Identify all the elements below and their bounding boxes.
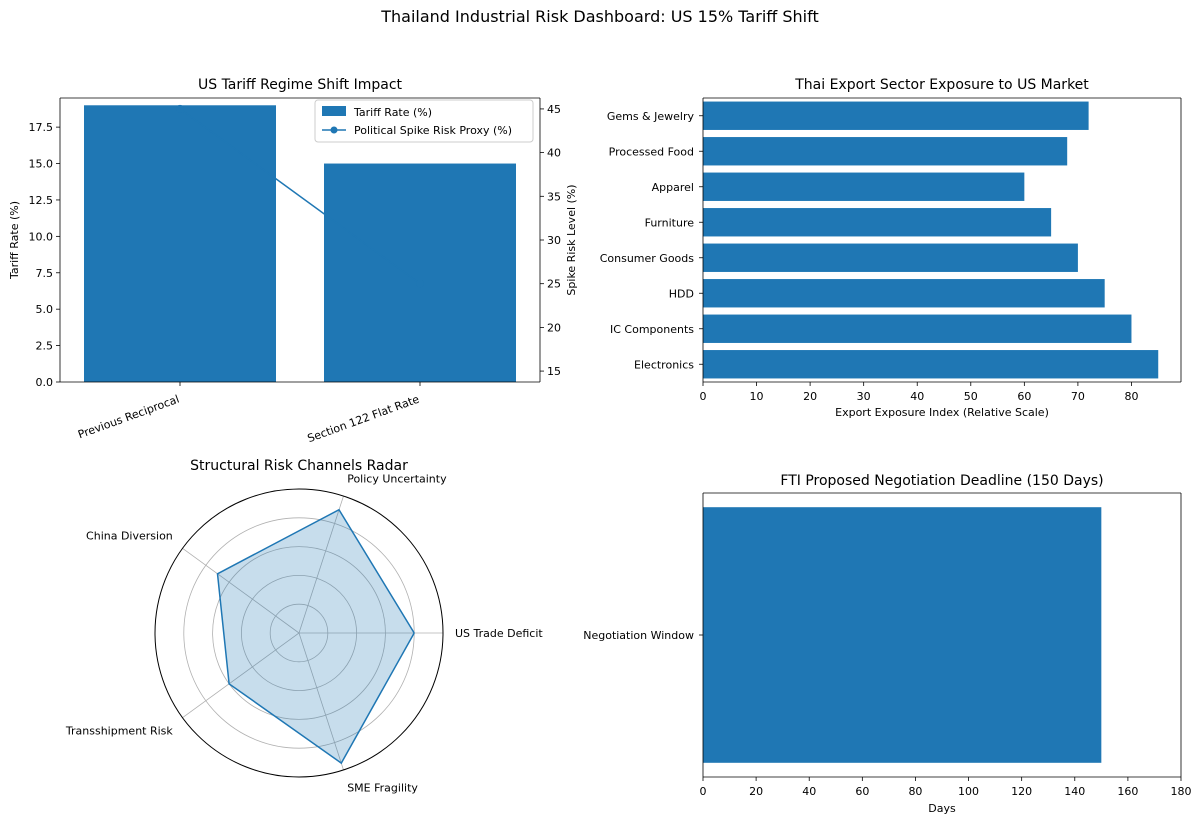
x-tick-label: 20 xyxy=(803,390,817,403)
x-tick-label: 60 xyxy=(1017,390,1031,403)
legend-marker-swatch xyxy=(330,126,338,134)
legend-label-spike: Political Spike Risk Proxy (%) xyxy=(354,124,512,137)
tariff-bar xyxy=(324,163,516,382)
x-tick-label: 160 xyxy=(1117,785,1138,798)
spike-risk-point xyxy=(176,104,184,113)
radar-spoke xyxy=(182,632,300,718)
exposure-bar xyxy=(703,279,1105,308)
y-tick-label: Negotiation Window xyxy=(583,629,694,642)
x-tick-label: 30 xyxy=(857,390,871,403)
x-tick-label: Previous Reciprocal xyxy=(76,393,181,442)
x-axis-label: Days xyxy=(928,802,956,815)
x-tick-label: 140 xyxy=(1064,785,1085,798)
spike-risk-line xyxy=(179,108,421,285)
y-tick-label: Furniture xyxy=(645,216,695,229)
chart-title: Thai Export Sector Exposure to US Market xyxy=(794,77,1089,93)
exposure-bar xyxy=(703,101,1089,130)
y-tick-label: HDD xyxy=(669,287,694,300)
tariff-bar xyxy=(84,105,276,383)
legend-box xyxy=(314,99,534,143)
y-tick-label: 15.0 xyxy=(29,158,54,171)
x-tick-label: 40 xyxy=(802,785,816,798)
x-tick-label: 80 xyxy=(1124,390,1138,403)
spike-risk-point xyxy=(416,279,424,288)
y2-tick-label: 25 xyxy=(547,278,561,291)
y2-tick-label: 40 xyxy=(547,147,561,160)
y-axis-label: Tariff Rate (%) xyxy=(8,201,21,280)
y2-tick-label: 45 xyxy=(547,103,561,116)
x-tick-label: 60 xyxy=(855,785,869,798)
radar-spoke xyxy=(298,632,344,771)
exposure-bar xyxy=(703,243,1078,272)
x-tick-label: 120 xyxy=(1011,785,1032,798)
radar-outer-frame xyxy=(154,488,444,778)
exposure-bar xyxy=(703,507,1102,763)
y2-tick-label: 30 xyxy=(547,234,561,247)
exposure-bar xyxy=(703,137,1068,166)
radar-axis-label: SME Fragility xyxy=(347,781,418,794)
risk-radar-chart: Structural Risk Channels Radar US Trade D… xyxy=(65,458,543,794)
radar-axis-label: Policy Uncertainty xyxy=(347,473,447,486)
y-tick-label: Apparel xyxy=(652,181,694,194)
y2-axis-label: Spike Risk Level (%) xyxy=(565,184,578,295)
x-tick-label: 20 xyxy=(749,785,763,798)
dashboard-title: Thailand Industrial Risk Dashboard: US 1… xyxy=(380,7,818,26)
x-tick-label: 100 xyxy=(958,785,979,798)
y2-tick-label: 35 xyxy=(547,190,561,203)
negotiation-deadline-chart: FTI Proposed Negotiation Deadline (150 D… xyxy=(583,473,1191,815)
chart-title: FTI Proposed Negotiation Deadline (150 D… xyxy=(780,473,1103,489)
y-tick-label: 5.0 xyxy=(36,303,54,316)
y2-tick-label: 20 xyxy=(547,321,561,334)
y-tick-label: 2.5 xyxy=(36,340,54,353)
radar-axis-label: China Diversion xyxy=(86,529,173,542)
x-axis-label: Export Exposure Index (Relative Scale) xyxy=(835,406,1049,419)
x-tick-label: 80 xyxy=(908,785,922,798)
radar-spoke xyxy=(298,495,344,634)
radar-axis-label: Transshipment Risk xyxy=(65,725,174,738)
chart-title: Structural Risk Channels Radar xyxy=(190,458,408,474)
x-tick-label: 0 xyxy=(700,785,707,798)
y-tick-label: 10.0 xyxy=(29,230,54,243)
tariff-shift-chart: US Tariff Regime Shift Impact 0.0 2.5 5.0 7.… xyxy=(8,77,578,445)
x-tick-label: 50 xyxy=(964,390,978,403)
y-tick-label: Processed Food xyxy=(609,145,694,158)
y-tick-label: Gems & Jewelry xyxy=(607,110,695,123)
legend-label-tariff: Tariff Rate (%) xyxy=(353,106,432,119)
radar-axis-label: US Trade Deficit xyxy=(455,627,543,640)
x-tick-label: 0 xyxy=(700,390,707,403)
chart-title: US Tariff Regime Shift Impact xyxy=(198,77,403,93)
x-tick-label: 10 xyxy=(750,390,764,403)
exposure-bar xyxy=(703,208,1052,237)
y-tick-label: Consumer Goods xyxy=(600,252,695,265)
exposure-bar xyxy=(703,314,1132,343)
x-tick-label: 40 xyxy=(910,390,924,403)
exposure-bar xyxy=(703,172,1025,201)
export-exposure-chart: Thai Export Sector Exposure to US Market… xyxy=(600,77,1182,419)
exposure-bar xyxy=(703,350,1159,379)
x-tick-label: 180 xyxy=(1171,785,1192,798)
y-tick-label: 7.5 xyxy=(36,267,54,280)
chart-legend: Tariff Rate (%) Political Spike Risk Prox… xyxy=(314,99,534,143)
y-tick-label: 12.5 xyxy=(29,194,54,207)
y2-tick-label: 15 xyxy=(547,365,561,378)
radar-area xyxy=(217,509,415,764)
y-tick-label: 17.5 xyxy=(29,121,54,134)
x-tick-label: 70 xyxy=(1071,390,1085,403)
y-tick-label: IC Components xyxy=(610,323,694,336)
legend-bar-swatch xyxy=(322,106,346,116)
radar-outline xyxy=(216,508,415,765)
radar-spoke xyxy=(182,548,300,634)
x-tick-label: Section 122 Flat Rate xyxy=(306,393,422,446)
y-tick-label: 0.0 xyxy=(36,376,54,389)
y-tick-label: Electronics xyxy=(634,358,694,371)
